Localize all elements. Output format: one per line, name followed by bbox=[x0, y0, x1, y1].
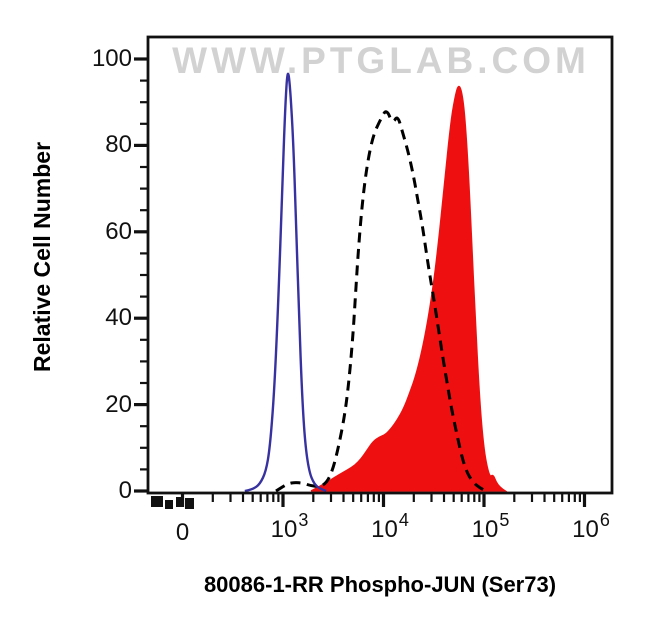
series-group bbox=[244, 72, 508, 492]
compressed-scale-tick-marks bbox=[151, 496, 194, 509]
x-axis-title: 80086-1-RR Phospho-JUN (Ser73) bbox=[203, 572, 557, 597]
red-filled-histogram-path bbox=[310, 85, 508, 492]
y-axis-title: Relative Cell Number bbox=[29, 141, 55, 373]
blue-solid-control-path bbox=[244, 72, 327, 492]
plot-frame bbox=[146, 35, 614, 495]
black-dashed-histogram-path bbox=[275, 110, 487, 492]
axis-ticks bbox=[134, 57, 587, 507]
watermark: WWW.PTGLAB.COM bbox=[172, 40, 590, 81]
